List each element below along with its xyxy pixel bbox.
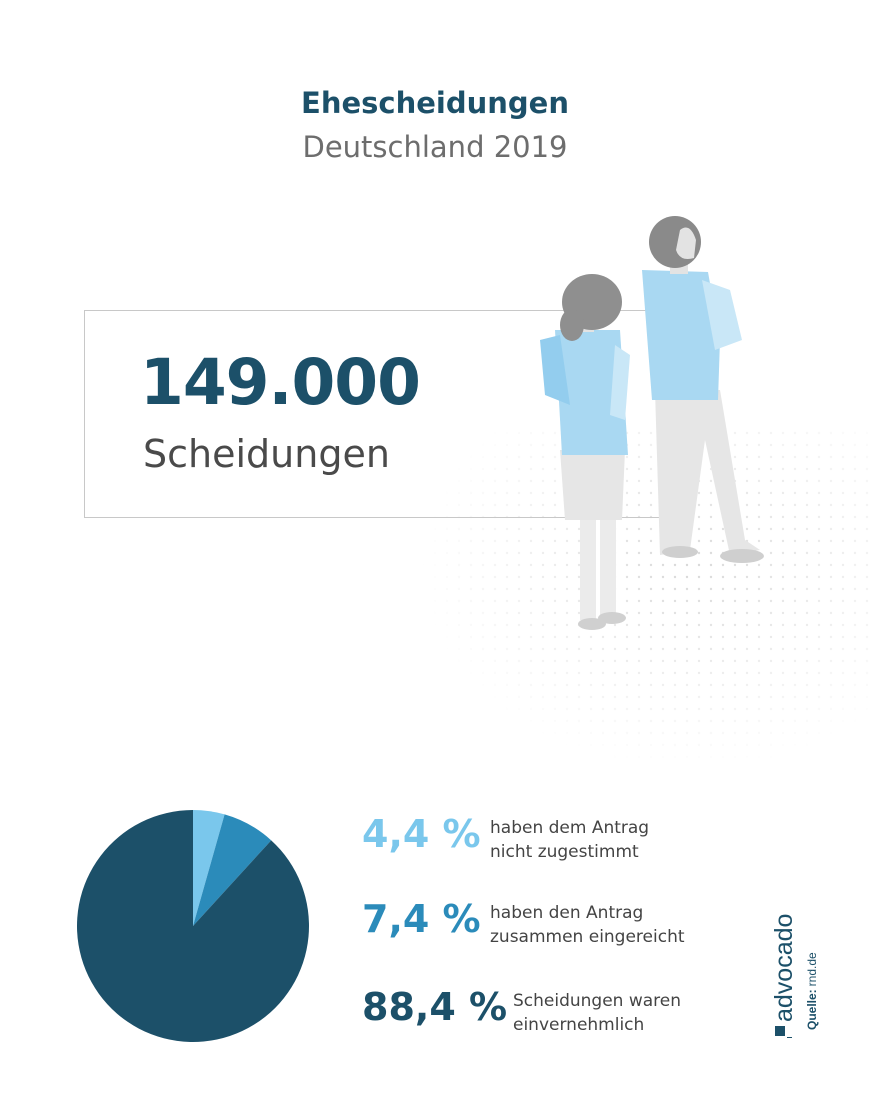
dotted-floor-background: [420, 430, 870, 770]
man-figure: [642, 216, 764, 563]
slice-description: haben dem Antrag: [490, 818, 650, 838]
slice-label: 7,4 %: [362, 897, 481, 941]
source-note: Quelle: rnd.de: [805, 952, 819, 1030]
slice-label: 4,4 %: [362, 812, 481, 856]
pie-slice-1: [193, 810, 225, 926]
slice-description: Scheidungen waren: [513, 991, 682, 1011]
total-divorces-label: Scheidungen: [143, 432, 390, 476]
couple-illustration: [540, 216, 764, 630]
page-title: Ehescheidungen: [301, 86, 569, 120]
slice-description: einvernehmlich: [513, 1015, 645, 1035]
page-subtitle: Deutschland 2019: [302, 130, 568, 164]
total-divorces-value: 149.000: [140, 346, 421, 419]
source-label: Quelle:: [805, 989, 819, 1030]
slice-description: nicht zugestimmt: [490, 842, 639, 862]
slice-description: zusammen eingereicht: [490, 927, 685, 947]
slice-label: 88,4 %: [362, 985, 508, 1029]
svg-text:Quelle:rnd.de: Quelle: rnd.de: [805, 952, 819, 1030]
brand-name: advocado: [770, 914, 798, 1022]
slice-description: haben den Antrag: [490, 903, 644, 923]
pie-slice-2: [193, 814, 272, 926]
pie-chart: [76, 810, 309, 1042]
pie-slice-3: [76, 810, 309, 1042]
source-value: rnd.de: [805, 952, 819, 986]
advocado-logo: advocado: [770, 914, 798, 1038]
woman-figure: [540, 274, 630, 630]
